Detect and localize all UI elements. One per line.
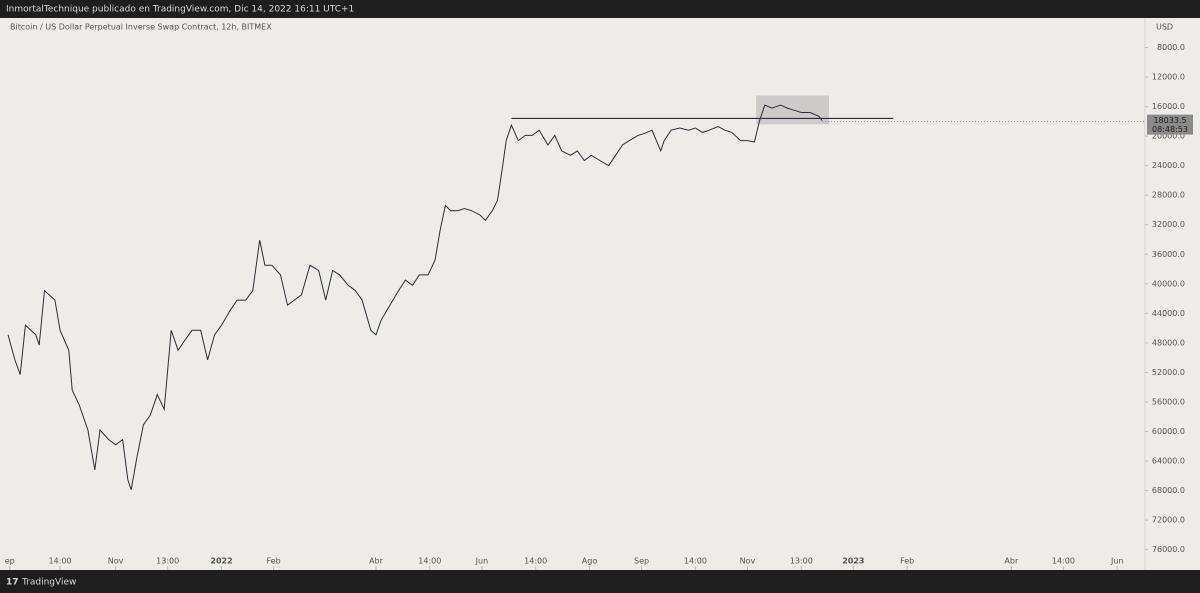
y-tick-label: 64000.0 xyxy=(1152,457,1185,466)
x-tick-label: Jun xyxy=(475,557,489,566)
header-text: InmortalTechnique publicado en TradingVi… xyxy=(6,5,354,15)
last-price-label: 18033.5 xyxy=(1153,116,1186,125)
x-tick-label: 2023 xyxy=(842,557,864,566)
y-tick-label: 56000.0 xyxy=(1152,397,1185,406)
y-tick-label: 76000.0 xyxy=(1152,545,1185,554)
x-tick-label: 14:00 xyxy=(1052,557,1075,566)
x-tick-label: Sep xyxy=(634,557,649,566)
y-tick-label: 36000.0 xyxy=(1152,250,1185,259)
y-tick-label: 60000.0 xyxy=(1152,427,1185,436)
y-tick-label: 48000.0 xyxy=(1152,338,1185,347)
x-tick-label: 14:00 xyxy=(49,557,72,566)
x-tick-label: 13:00 xyxy=(790,557,813,566)
y-tick-label: 16000.0 xyxy=(1152,102,1185,111)
y-unit: USD xyxy=(1156,23,1173,32)
y-tick-label: 40000.0 xyxy=(1152,279,1185,288)
chart-title: Bitcoin / US Dollar Perpetual Inverse Sw… xyxy=(10,23,272,32)
y-tick-label: 28000.0 xyxy=(1152,191,1185,200)
x-tick-label: Ago xyxy=(582,557,598,566)
x-tick-label: Feb xyxy=(267,557,281,566)
x-tick-label: 14:00 xyxy=(684,557,707,566)
y-tick-label: 32000.0 xyxy=(1152,220,1185,229)
x-tick-label: Nov xyxy=(740,557,756,566)
x-tick-label: 14:00 xyxy=(524,557,547,566)
y-tick-label: 72000.0 xyxy=(1152,516,1185,525)
x-tick-label: Abr xyxy=(1004,557,1019,566)
x-tick-label: Nov xyxy=(108,557,124,566)
y-tick-label: 52000.0 xyxy=(1152,368,1185,377)
y-tick-label: 8000.0 xyxy=(1157,43,1185,52)
x-tick-label: 14:00 xyxy=(418,557,441,566)
footer-bar xyxy=(0,570,1200,593)
y-tick-label: 68000.0 xyxy=(1152,486,1185,495)
x-tick-label: 13:00 xyxy=(156,557,179,566)
x-tick-label: ep xyxy=(5,557,15,566)
chart-area xyxy=(0,18,1200,570)
x-tick-label: 2022 xyxy=(210,557,232,566)
countdown-label: 08:48:53 xyxy=(1152,125,1188,134)
price-line xyxy=(7,104,823,490)
x-tick-label: Abr xyxy=(369,557,384,566)
y-tick-label: 12000.0 xyxy=(1152,73,1185,82)
y-tick-label: 24000.0 xyxy=(1152,161,1185,170)
x-tick-label: Jun xyxy=(1110,557,1124,566)
x-tick-label: Feb xyxy=(900,557,914,566)
last-price-box xyxy=(1147,114,1193,135)
y-tick-label: 20000.0 xyxy=(1152,132,1185,141)
header-bar xyxy=(0,0,1200,18)
y-tick-label: 44000.0 xyxy=(1152,309,1185,318)
footer-logo: TradingView xyxy=(21,578,76,588)
footer-icon: 17 xyxy=(6,578,19,588)
